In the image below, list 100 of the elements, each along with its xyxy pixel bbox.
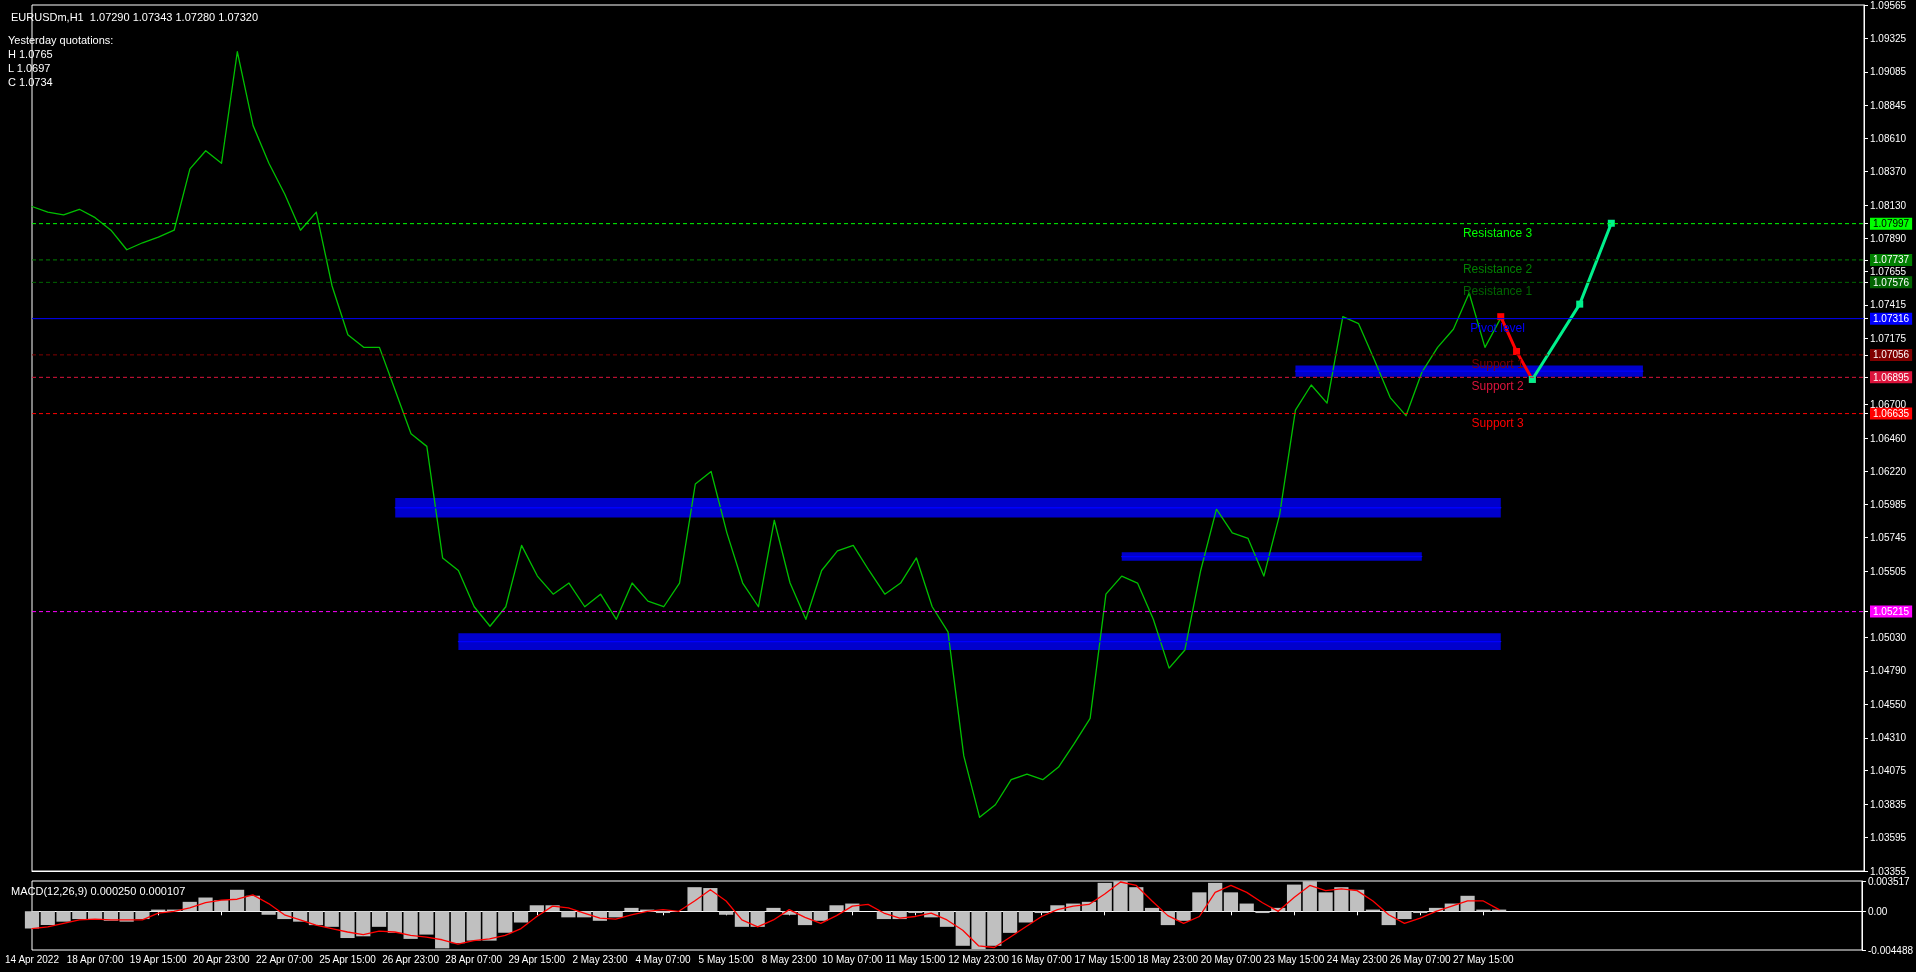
y-tick-label: 1.08370 (1870, 166, 1907, 178)
bar (308, 911, 324, 926)
x-tick-label: 5 May 15:00 (698, 953, 755, 965)
y-tick-label: 1.06895 (1873, 371, 1910, 383)
y-tick-label: 1.07175 (1870, 332, 1907, 344)
bar (24, 911, 40, 929)
y-tick-label: 1.04790 (1870, 665, 1907, 677)
y-tick-label: 1.07576 (1873, 276, 1910, 288)
y-tick-label: 0.003517 (1867, 875, 1911, 887)
bar (513, 911, 529, 923)
ref-line-label: Resistance 2 (1462, 261, 1533, 276)
bar (1176, 911, 1191, 921)
bar (1223, 892, 1239, 912)
y-tick-label: 1.06460 (1870, 432, 1907, 444)
y-tick-label: 1.08610 (1870, 132, 1907, 144)
y-tick-label: 1.07890 (1870, 233, 1907, 245)
x-tick-label: 4 May 07:00 (635, 953, 691, 965)
bar (608, 911, 623, 918)
annotation: C 1.0734 (8, 75, 53, 88)
ref-line-label: Support 2 (1471, 379, 1524, 394)
x-tick-label: 22 Apr 07:00 (256, 953, 314, 965)
x-tick-label: 20 May 07:00 (1200, 953, 1262, 965)
point (1576, 300, 1584, 308)
x-tick-label: 27 May 15:00 (1453, 953, 1515, 965)
bar (450, 911, 466, 944)
x-tick-label: 26 Apr 23:00 (382, 953, 440, 965)
y-tick-label: 1.09565 (1870, 0, 1907, 11)
y-tick-label: -0.004488 (1867, 944, 1914, 956)
bar (719, 911, 734, 915)
y-tick-label: 0.00 (1867, 905, 1888, 917)
bar (1160, 911, 1175, 926)
bar (750, 911, 765, 927)
y-tick-label: 1.04075 (1870, 765, 1907, 777)
x-tick-label: 17 May 15:00 (1074, 953, 1136, 965)
bar (939, 911, 955, 927)
x-tick-label: 26 May 07:00 (1389, 953, 1451, 965)
annotation: L 1.0697 (8, 61, 51, 74)
bar (245, 895, 260, 912)
x-tick-label: 16 May 07:00 (1011, 953, 1073, 965)
y-tick-label: 1.07737 (1873, 254, 1910, 266)
bar (1018, 911, 1033, 923)
bar (88, 911, 103, 920)
y-tick-label: 1.09325 (1870, 32, 1907, 44)
y-tick-label: 1.07997 (1873, 218, 1910, 230)
y-tick-label: 1.04310 (1870, 732, 1907, 744)
y-tick-label: 1.03355 (1870, 865, 1907, 877)
x-tick-label: 2 May 23:00 (572, 953, 628, 965)
x-tick-label: 20 Apr 23:00 (192, 953, 251, 965)
bar (387, 911, 402, 933)
y-tick-label: 1.06220 (1870, 465, 1907, 477)
y-tick-label: 1.07655 (1870, 265, 1907, 277)
bar (766, 907, 781, 912)
y-tick-label: 1.08845 (1870, 99, 1907, 111)
y-tick-label: 1.05505 (1870, 565, 1907, 577)
y-tick-label: 1.07415 (1870, 299, 1907, 311)
bar (1350, 889, 1365, 912)
y-tick-label: 1.03595 (1870, 832, 1907, 844)
y-tick-label: 1.06700 (1870, 399, 1907, 411)
point (1607, 219, 1615, 227)
bar (1286, 884, 1302, 912)
y-tick-label: 1.07316 (1873, 313, 1910, 325)
x-tick-label: 23 May 15:00 (1263, 953, 1325, 965)
x-tick-label: 19 Apr 15:00 (129, 953, 187, 965)
text: EURUSDm,H1 1.07290 1.07343 1.07280 1.07320 (11, 10, 259, 23)
ref-line-label: Support 3 (1471, 415, 1524, 430)
bar (435, 911, 450, 949)
y-tick-label: 1.03835 (1870, 798, 1907, 810)
bar (813, 911, 828, 921)
y-tick-label: 1.09085 (1870, 66, 1907, 78)
y-tick-label: 1.05745 (1870, 532, 1907, 544)
x-tick-label: 14 Apr 2022 (5, 953, 60, 965)
point (1513, 348, 1521, 356)
annotation: Yesterday quotations: (8, 33, 114, 46)
chart-title: MACD(12,26,9) 0.000250 0.000107 (11, 884, 186, 897)
ref-line-label: Resistance 3 (1462, 225, 1533, 240)
annotation: H 1.0765 (8, 47, 53, 60)
y-tick-label: 1.04550 (1870, 698, 1907, 710)
y-tick-label: 1.08130 (1870, 199, 1907, 211)
x-tick-label: 12 May 23:00 (948, 953, 1010, 965)
x-tick-label: 24 May 23:00 (1326, 953, 1388, 965)
bar (371, 911, 387, 927)
x-tick-label: 10 May 07:00 (822, 953, 884, 965)
x-tick-label: 25 Apr 15:00 (319, 953, 377, 965)
ref-line-label: Resistance 1 (1462, 284, 1533, 299)
bar (229, 889, 245, 912)
bar (1002, 911, 1018, 933)
x-tick-label: 28 Apr 07:00 (445, 953, 503, 965)
x-tick-label: 11 May 15:00 (885, 953, 946, 965)
x-tick-label: 18 May 23:00 (1137, 953, 1199, 965)
bar (1208, 882, 1223, 912)
x-tick-label: 8 May 23:00 (761, 953, 818, 965)
y-tick-label: 1.05030 (1870, 631, 1907, 643)
y-tick-label: 1.06635 (1873, 408, 1910, 420)
y-tick-label: 1.05985 (1870, 498, 1907, 510)
bar (1192, 892, 1207, 912)
x-tick-label: 29 Apr 15:00 (508, 953, 566, 965)
x-tick-label: 18 Apr 07:00 (66, 953, 124, 965)
y-tick-label: 1.05215 (1873, 606, 1910, 618)
y-tick-label: 1.07056 (1873, 349, 1910, 361)
bar (561, 911, 576, 918)
